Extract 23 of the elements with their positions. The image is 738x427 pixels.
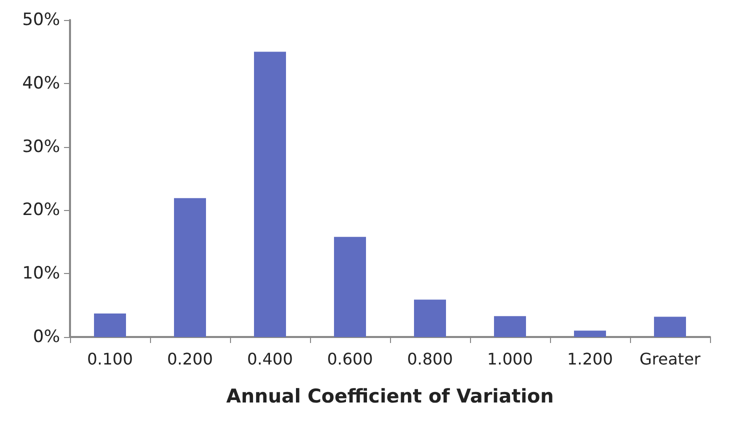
- y-tick-label: 40%: [22, 73, 60, 94]
- bar: [414, 300, 446, 337]
- x-tick-label: 1.200: [567, 350, 613, 368]
- bar: [94, 314, 126, 337]
- bar: [334, 236, 366, 337]
- bar: [654, 316, 686, 337]
- bar: [574, 330, 606, 337]
- x-tick-label: 0.600: [327, 350, 373, 368]
- y-tick-label: 30%: [22, 136, 60, 157]
- x-tick-label: 0.200: [167, 350, 213, 368]
- x-tick-label: 1.000: [487, 350, 533, 368]
- x-tick-label: 0.400: [247, 350, 293, 368]
- x-tick-label: 0.800: [407, 350, 453, 368]
- x-tick-label: Greater: [640, 350, 701, 368]
- y-tick-label: 20%: [22, 200, 60, 220]
- y-tick-label: 0%: [33, 327, 60, 347]
- bar: [494, 316, 526, 337]
- x-axis-title: Annual Coefficient of Variation: [226, 386, 554, 408]
- x-tick-label: 0.100: [87, 350, 133, 368]
- y-tick-label: 10%: [22, 264, 60, 284]
- bar: [254, 52, 286, 337]
- bar: [174, 198, 206, 337]
- y-tick-label: 50%: [22, 10, 60, 30]
